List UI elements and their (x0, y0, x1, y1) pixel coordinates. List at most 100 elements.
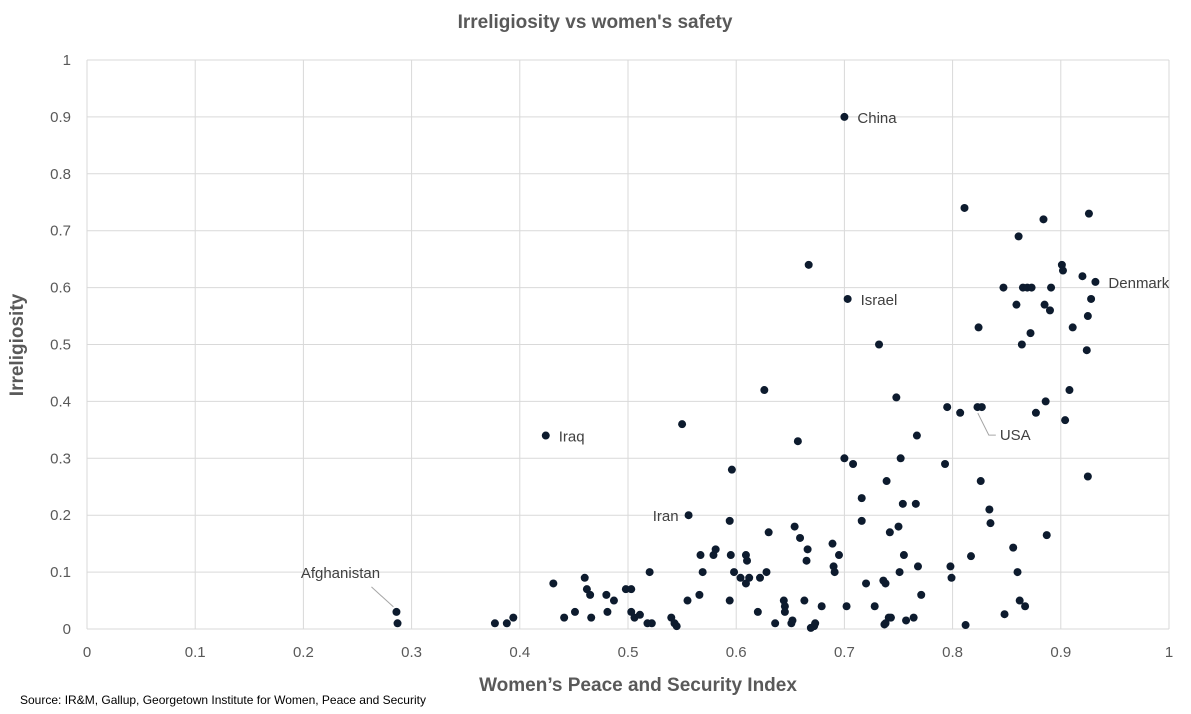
x-tick-label: 0.4 (509, 644, 530, 661)
annotation-label: Iraq (559, 429, 585, 446)
data-point (894, 522, 903, 531)
x-tick-label: 1 (1165, 644, 1173, 661)
data-point (840, 112, 849, 121)
data-point (570, 607, 579, 616)
x-tick-label: 0.9 (1050, 644, 1071, 661)
annotation-label: Afghanistan (301, 565, 380, 582)
y-tick-label: 0.9 (50, 109, 71, 126)
data-point (828, 539, 837, 548)
data-point (999, 283, 1008, 292)
data-point (946, 562, 955, 571)
data-point (1013, 568, 1022, 577)
data-point (736, 573, 745, 582)
data-point (1078, 272, 1087, 281)
x-tick-label: 0.2 (293, 644, 314, 661)
x-tick-label: 0.6 (726, 644, 747, 661)
data-point (974, 323, 983, 332)
data-point (898, 499, 907, 508)
data-point (609, 596, 618, 605)
data-point (1083, 312, 1092, 321)
data-point (857, 494, 866, 503)
data-point (899, 551, 908, 560)
data-point (490, 619, 499, 628)
data-point (917, 590, 926, 599)
data-point (753, 607, 762, 616)
data-point (1039, 215, 1048, 224)
data-point (672, 622, 681, 631)
data-point (1065, 386, 1074, 395)
data-point (830, 568, 839, 577)
data-point (1087, 294, 1096, 303)
data-point (800, 596, 809, 605)
data-point (803, 545, 812, 554)
data-point (857, 516, 866, 525)
data-point (956, 408, 965, 417)
data-point (1042, 531, 1051, 540)
annotation-label: Israel (861, 292, 898, 309)
y-tick-label: 1 (63, 52, 71, 69)
data-point (647, 619, 656, 628)
data-point (603, 607, 612, 616)
y-tick-label: 0.3 (50, 450, 71, 467)
data-point (586, 590, 595, 599)
x-tick-label: 0.8 (942, 644, 963, 661)
data-point (627, 585, 636, 594)
y-axis-title: Irreligiosity (7, 293, 28, 396)
data-point (896, 454, 905, 463)
data-points (392, 112, 1100, 632)
data-point (695, 590, 704, 599)
data-point (727, 465, 736, 474)
data-point (986, 519, 995, 528)
y-tick-label: 0.1 (50, 564, 71, 581)
data-point (696, 551, 705, 560)
data-point (1045, 306, 1054, 315)
gridlines (86, 59, 1170, 630)
annotation-label: Denmark (1108, 275, 1169, 292)
data-point (1058, 266, 1067, 275)
data-point (1068, 323, 1077, 332)
data-point (1031, 408, 1040, 417)
data-point (725, 516, 734, 525)
y-tick-label: 0.2 (50, 507, 71, 524)
data-point (760, 386, 769, 395)
data-point (1041, 397, 1050, 406)
data-point (541, 431, 550, 440)
data-point (834, 551, 843, 560)
data-point (796, 533, 805, 542)
data-point (849, 459, 858, 468)
data-point (683, 596, 692, 605)
annotation-label: USA (1000, 427, 1031, 444)
annotation-leader-line (977, 412, 996, 436)
source-note: Source: IR&M, Gallup, Georgetown Institu… (20, 693, 426, 707)
data-point (960, 203, 969, 212)
data-point (804, 260, 813, 269)
data-point (941, 459, 950, 468)
data-point (870, 602, 879, 611)
data-point (645, 568, 654, 577)
x-tick-label: 0.3 (401, 644, 422, 661)
data-point (635, 610, 644, 619)
data-point (802, 556, 811, 565)
data-point (1061, 416, 1070, 425)
data-point (502, 619, 511, 628)
data-point (895, 568, 904, 577)
data-point (966, 552, 975, 561)
data-point (947, 573, 956, 582)
data-point (909, 613, 918, 622)
data-point (743, 556, 752, 565)
data-point (780, 602, 789, 611)
data-point (393, 619, 402, 628)
x-tick-label: 0.5 (618, 644, 639, 661)
annotation-label: China (857, 110, 897, 127)
data-point (840, 454, 849, 463)
data-point (1021, 602, 1030, 611)
y-tick-label: 0.7 (50, 223, 71, 240)
annotations: China Israel Denmark Iraq Iran USA Afghanistan (301, 110, 1170, 608)
data-point (587, 613, 596, 622)
data-point (756, 573, 765, 582)
data-point (793, 437, 802, 446)
data-point (790, 522, 799, 531)
x-tick-label: 0.1 (185, 644, 206, 661)
data-point (392, 607, 401, 616)
